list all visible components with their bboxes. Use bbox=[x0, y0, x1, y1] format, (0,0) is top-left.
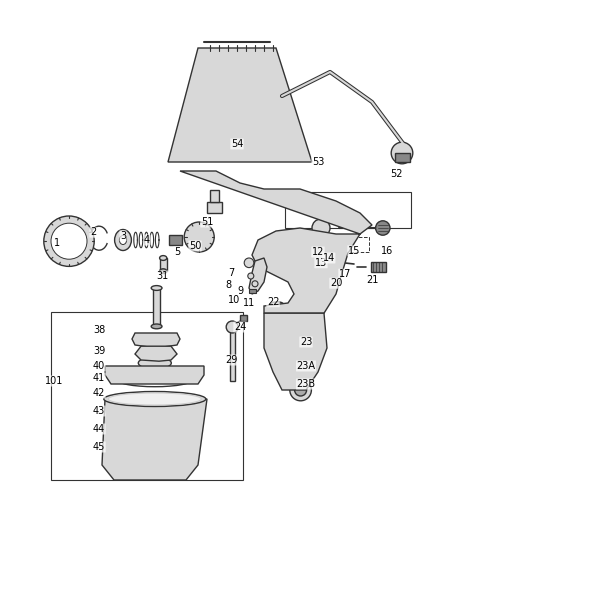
Text: 17: 17 bbox=[339, 269, 351, 279]
Text: 23: 23 bbox=[300, 337, 312, 347]
Ellipse shape bbox=[160, 256, 167, 260]
Circle shape bbox=[290, 379, 311, 401]
Ellipse shape bbox=[104, 391, 206, 407]
Text: 38: 38 bbox=[93, 325, 105, 335]
Circle shape bbox=[252, 281, 258, 287]
Ellipse shape bbox=[125, 392, 139, 402]
Text: 5: 5 bbox=[174, 247, 180, 257]
Text: 14: 14 bbox=[323, 253, 335, 263]
Ellipse shape bbox=[151, 286, 162, 290]
Bar bbox=[51, 312, 243, 480]
Bar bbox=[249, 289, 256, 293]
Ellipse shape bbox=[109, 393, 202, 405]
Bar bbox=[153, 288, 160, 327]
Text: 51: 51 bbox=[201, 217, 213, 227]
Bar bbox=[285, 192, 411, 228]
Text: 20: 20 bbox=[330, 278, 342, 288]
Ellipse shape bbox=[271, 302, 284, 308]
Polygon shape bbox=[135, 346, 177, 361]
Bar bbox=[318, 235, 330, 241]
Circle shape bbox=[226, 321, 238, 333]
Polygon shape bbox=[264, 313, 327, 390]
Polygon shape bbox=[180, 171, 372, 313]
Text: 50: 50 bbox=[189, 241, 201, 251]
Text: 40: 40 bbox=[93, 361, 105, 371]
Text: 42: 42 bbox=[93, 388, 105, 398]
Bar bbox=[207, 202, 222, 213]
Text: 9: 9 bbox=[237, 286, 243, 296]
Text: 45: 45 bbox=[93, 442, 105, 452]
Ellipse shape bbox=[115, 229, 131, 251]
Circle shape bbox=[295, 384, 307, 396]
Text: 7: 7 bbox=[228, 268, 234, 278]
Polygon shape bbox=[105, 366, 204, 384]
Circle shape bbox=[51, 223, 87, 259]
Text: 43: 43 bbox=[93, 406, 105, 416]
Polygon shape bbox=[132, 333, 180, 348]
Text: 24: 24 bbox=[234, 322, 246, 332]
Ellipse shape bbox=[128, 395, 136, 400]
Text: 21: 21 bbox=[366, 275, 378, 285]
Text: 53: 53 bbox=[312, 157, 324, 167]
Text: 23A: 23A bbox=[296, 361, 316, 371]
Polygon shape bbox=[168, 48, 312, 162]
Text: 54: 54 bbox=[231, 139, 243, 149]
Circle shape bbox=[248, 273, 254, 279]
Circle shape bbox=[391, 142, 413, 164]
Circle shape bbox=[44, 216, 94, 266]
Bar bbox=[294, 309, 307, 366]
Text: 15: 15 bbox=[348, 246, 360, 256]
Text: 10: 10 bbox=[228, 295, 240, 305]
Text: 3: 3 bbox=[120, 231, 126, 241]
Bar bbox=[230, 327, 235, 381]
Text: 1: 1 bbox=[54, 238, 60, 248]
Circle shape bbox=[312, 219, 330, 237]
Bar bbox=[288, 237, 369, 252]
Text: 41: 41 bbox=[93, 373, 105, 383]
Ellipse shape bbox=[119, 235, 127, 245]
Bar bbox=[371, 262, 386, 272]
Text: 12: 12 bbox=[312, 247, 324, 257]
Bar bbox=[395, 153, 410, 162]
Text: 2: 2 bbox=[90, 227, 96, 237]
Text: 13: 13 bbox=[315, 258, 327, 268]
Text: 11: 11 bbox=[243, 298, 255, 308]
Polygon shape bbox=[249, 258, 267, 294]
Text: 52: 52 bbox=[390, 169, 402, 179]
Text: 29: 29 bbox=[225, 355, 237, 365]
Text: 22: 22 bbox=[267, 297, 279, 307]
Polygon shape bbox=[102, 399, 207, 480]
Text: 23B: 23B bbox=[296, 379, 316, 389]
Circle shape bbox=[184, 222, 214, 252]
Ellipse shape bbox=[296, 374, 305, 379]
Text: 39: 39 bbox=[93, 346, 105, 356]
Ellipse shape bbox=[151, 324, 162, 329]
Text: 16: 16 bbox=[381, 246, 393, 256]
Circle shape bbox=[376, 221, 390, 235]
Ellipse shape bbox=[160, 269, 167, 274]
Text: 4: 4 bbox=[144, 235, 150, 245]
Bar bbox=[296, 369, 305, 376]
Ellipse shape bbox=[139, 357, 172, 369]
Text: 44: 44 bbox=[93, 424, 105, 434]
Bar bbox=[329, 236, 338, 242]
Bar bbox=[240, 315, 247, 321]
Bar bbox=[160, 258, 167, 271]
Circle shape bbox=[244, 258, 254, 268]
Bar bbox=[169, 235, 182, 245]
Ellipse shape bbox=[294, 363, 307, 369]
Text: 101: 101 bbox=[45, 376, 63, 386]
Bar bbox=[210, 190, 219, 202]
Text: 31: 31 bbox=[156, 271, 168, 281]
Text: 8: 8 bbox=[225, 280, 231, 290]
Ellipse shape bbox=[294, 306, 307, 312]
